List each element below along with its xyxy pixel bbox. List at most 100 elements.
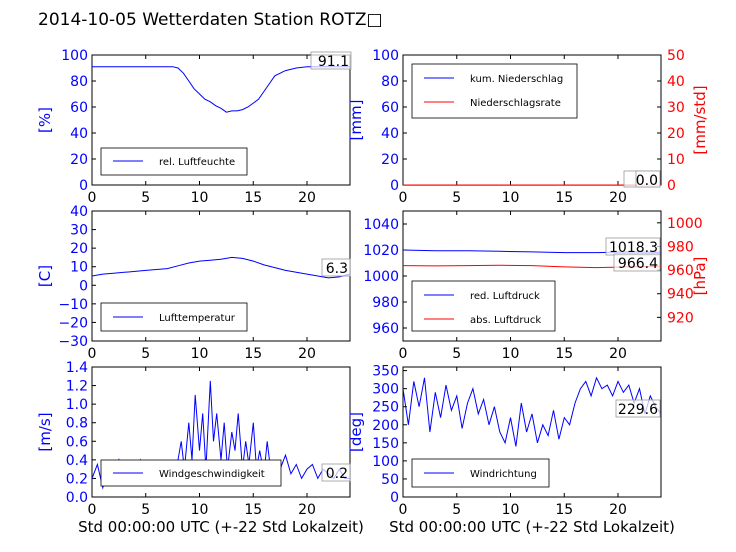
chart-panel-4: 0 5 10 15 20 960 980 1000 1020 1040 920 940 960 980 10… (363, 210, 709, 362)
legend: rel. Luftfeuchte (100, 147, 248, 176)
legend-label: Niederschlagsrate (470, 98, 561, 109)
y-tick-label: 20 (70, 241, 88, 257)
y-axis-label: [C] (36, 265, 54, 287)
x-tick-label: 5 (452, 502, 461, 518)
current-value: 0.2 (326, 466, 348, 482)
x-tick-label: 15 (244, 502, 262, 518)
x-tick-label: 20 (298, 190, 316, 206)
y-tick-label: −10 (58, 297, 88, 313)
y-tick-label: −30 (58, 334, 88, 350)
y-right-tick-label: 0 (667, 178, 676, 194)
y-right-axis-label: [hPa] (691, 257, 709, 296)
y-tick-label: 1.0 (66, 397, 88, 413)
current-value-box (635, 170, 661, 188)
x-tick-label: 15 (244, 346, 262, 362)
y-axis-label: [deg] (347, 412, 365, 452)
x-tick-label: 10 (191, 502, 209, 518)
legend-label: red. Luftdruck (470, 291, 540, 302)
y-right-tick-label: 40 (667, 74, 685, 90)
y-tick-label: 0.0 (66, 490, 88, 506)
x-tick-label: 15 (555, 190, 573, 206)
y-tick-label: 0.6 (66, 434, 88, 450)
legend-box (411, 63, 578, 119)
y-tick-label: 80 (70, 74, 88, 90)
chart-panel-5: 0 5 10 15 20 0.0 0.2 0.4 0.6 0.8 1.0 1.2 1.4 [m/s] Std… (36, 360, 364, 536)
y-tick-label: −20 (58, 315, 88, 331)
plot-frame (91, 54, 351, 186)
series-line-1 (92, 256, 350, 279)
legend: kum. Niederschlag Niederschlagsrate (411, 63, 578, 119)
y-right-tick-label: 960 (667, 263, 694, 279)
current-value-box (321, 463, 351, 482)
y-axis-label: [%] (36, 107, 54, 133)
y-tick-label: 60 (381, 100, 399, 116)
x-tick-label: 0 (88, 190, 97, 206)
y-tick-label: 1.2 (66, 379, 88, 395)
y-right-tick-label: 20 (667, 126, 685, 142)
x-tick-label: 5 (452, 190, 461, 206)
x-tick-label: 15 (244, 190, 262, 206)
y-tick-label: 250 (372, 400, 399, 416)
y-tick-label: 1040 (363, 217, 399, 233)
y-tick-label: 100 (372, 454, 399, 470)
figure-title: 2014-10-05 Wetterdaten Station ROTZ□ (38, 10, 383, 30)
current-value: 91.1 (318, 54, 349, 70)
y-tick-label: 0 (390, 490, 399, 506)
x-tick-label: 20 (609, 190, 627, 206)
chart-panel-1: 0 5 10 15 20 0 20 40 60 80 100 [%] rel. Luftfeuchte 9… (36, 48, 352, 206)
y-right-tick-label: 30 (667, 100, 685, 116)
y-right-tick-label: 940 (667, 287, 694, 303)
y-tick-label: 150 (372, 436, 399, 452)
y-right-tick-label: 10 (667, 152, 685, 168)
y-tick-label: 0.2 (66, 471, 88, 487)
chart-panel-2: 0 5 10 15 20 0 20 40 60 80 100 0 10 20 30 40 50 [mm] [mm/s… (347, 48, 709, 206)
y-tick-label: 350 (372, 364, 399, 380)
legend: red. Luftdruck abs. Luftdruck (411, 280, 556, 332)
plot-frame (91, 366, 351, 498)
legend: Windrichtung (411, 458, 550, 488)
y-tick-label: 980 (372, 295, 399, 311)
current-value: 0.0 (636, 173, 658, 189)
current-value-box (321, 258, 351, 277)
plot-frame (402, 366, 662, 498)
x-tick-label: 10 (502, 346, 520, 362)
legend-label: rel. Luftfeuchte (159, 157, 235, 168)
y-tick-label: 20 (381, 152, 399, 168)
x-tick-label: 0 (399, 190, 408, 206)
x-axis-label: Std 00:00:00 UTC (+-22 Std Lokalzeit) (389, 518, 675, 536)
current-value: 966.4 (618, 256, 658, 272)
x-tick-label: 20 (609, 502, 627, 518)
y-tick-label: 10 (70, 260, 88, 276)
y-tick-label: 1000 (363, 269, 399, 285)
y-tick-label: 40 (381, 126, 399, 142)
y-tick-label: 300 (372, 382, 399, 398)
y-tick-label: 100 (61, 48, 88, 64)
current-value-box (613, 253, 661, 272)
legend-box (100, 302, 248, 332)
y-tick-label: 960 (372, 321, 399, 337)
series-line-1 (92, 66, 350, 113)
current-value: 6.3 (326, 261, 348, 277)
y-tick-label: 200 (372, 418, 399, 434)
x-tick-label: 20 (298, 502, 316, 518)
x-axis-label: Std 00:00:00 UTC (+-22 Std Lokalzeit) (78, 518, 364, 536)
x-tick-label: 10 (191, 190, 209, 206)
y-tick-label: 30 (70, 223, 88, 239)
x-tick-label: 0 (399, 346, 408, 362)
chart-panel-3: 0 5 10 15 20 −30 −20 −10 0 10 20 30 40 [C] Lufttempera… (36, 204, 351, 362)
x-tick-label: 10 (502, 502, 520, 518)
current-value-box (310, 51, 352, 70)
current-value: 1018.3 (609, 240, 658, 256)
legend: Windgeschwindigkeit (100, 459, 282, 487)
y-right-tick-label: 920 (667, 310, 694, 326)
x-tick-label: 0 (88, 346, 97, 362)
y-tick-label: 100 (372, 48, 399, 64)
legend-label: Windgeschwindigkeit (159, 469, 265, 480)
y-tick-label: 20 (70, 152, 88, 168)
series-line-1 (403, 376, 661, 447)
legend-box (411, 280, 556, 332)
y-right-tick-label: 980 (667, 239, 694, 255)
current-value: 229.6 (618, 402, 658, 418)
